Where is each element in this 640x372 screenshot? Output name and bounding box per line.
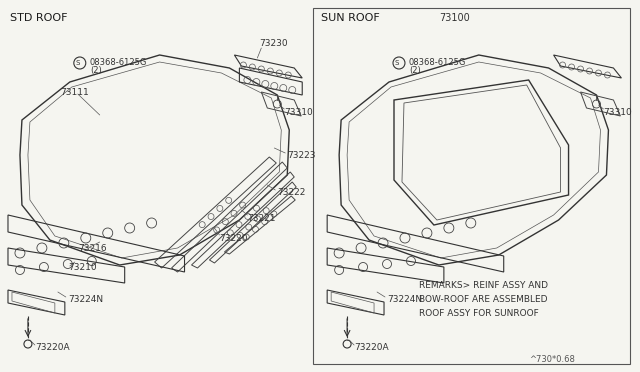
Text: 08368-6125G: 08368-6125G bbox=[90, 58, 147, 67]
Text: S: S bbox=[395, 60, 399, 66]
Text: STD ROOF: STD ROOF bbox=[10, 13, 67, 23]
Text: (2): (2) bbox=[90, 65, 102, 74]
Text: 73310: 73310 bbox=[284, 108, 313, 116]
Text: ROOF ASSY FOR SUNROOF: ROOF ASSY FOR SUNROOF bbox=[419, 308, 539, 317]
Text: 73224N: 73224N bbox=[387, 295, 422, 305]
Text: (2): (2) bbox=[409, 65, 420, 74]
Text: 73111: 73111 bbox=[60, 87, 88, 96]
Text: 73100: 73100 bbox=[439, 13, 470, 23]
Text: 73230: 73230 bbox=[259, 38, 288, 48]
Text: 73220: 73220 bbox=[220, 234, 248, 243]
Text: 73223: 73223 bbox=[287, 151, 316, 160]
Text: REMARKS> REINF ASSY AND: REMARKS> REINF ASSY AND bbox=[419, 280, 548, 289]
Text: 73224N: 73224N bbox=[68, 295, 103, 305]
Text: BOW-ROOF ARE ASSEMBLED: BOW-ROOF ARE ASSEMBLED bbox=[419, 295, 547, 304]
Text: 73220A: 73220A bbox=[35, 343, 70, 353]
Text: 73220A: 73220A bbox=[354, 343, 388, 353]
Text: ^730*0.68: ^730*0.68 bbox=[529, 356, 575, 365]
Text: 73216: 73216 bbox=[78, 244, 106, 253]
Text: 73210: 73210 bbox=[68, 263, 97, 273]
Text: S: S bbox=[76, 60, 80, 66]
Text: 73222: 73222 bbox=[277, 187, 306, 196]
Text: 08368-6125G: 08368-6125G bbox=[409, 58, 467, 67]
Text: 73310: 73310 bbox=[604, 108, 632, 116]
Text: 73221: 73221 bbox=[248, 214, 276, 222]
Text: SUN ROOF: SUN ROOF bbox=[321, 13, 380, 23]
